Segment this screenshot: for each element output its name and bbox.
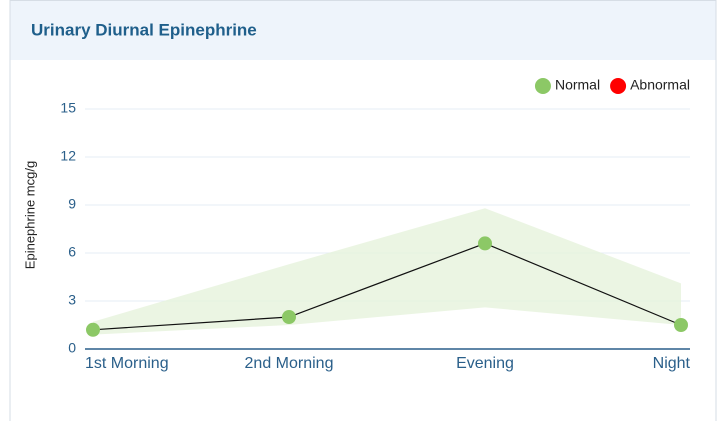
x-tick-label: Night [653,355,691,372]
x-tick-label: Evening [456,355,514,372]
y-tick-label: 0 [68,340,76,356]
chart-title: Urinary Diurnal Epinephrine [31,20,257,39]
y-tick-label: 6 [68,244,76,260]
y-tick-label: 3 [68,292,76,308]
legend-label: Normal [555,77,600,93]
data-point [86,323,100,337]
data-point [674,318,688,332]
legend-label: Abnormal [630,77,690,93]
y-axis-label: Epinephrine mcg/g [22,161,37,269]
y-tick-label: 12 [60,148,76,164]
legend-swatch [535,78,551,94]
x-tick-label: 1st Morning [85,355,169,372]
page: {"chart_data": {"type": "line", "title":… [0,0,725,421]
y-tick-label: 15 [60,100,76,116]
chart: Urinary Diurnal Epinephrine Epinephrine … [0,0,725,421]
x-tick-label: 2nd Morning [245,355,334,372]
legend-swatch [610,78,626,94]
data-point [282,310,296,324]
data-point [478,236,492,250]
y-tick-label: 9 [68,196,76,212]
